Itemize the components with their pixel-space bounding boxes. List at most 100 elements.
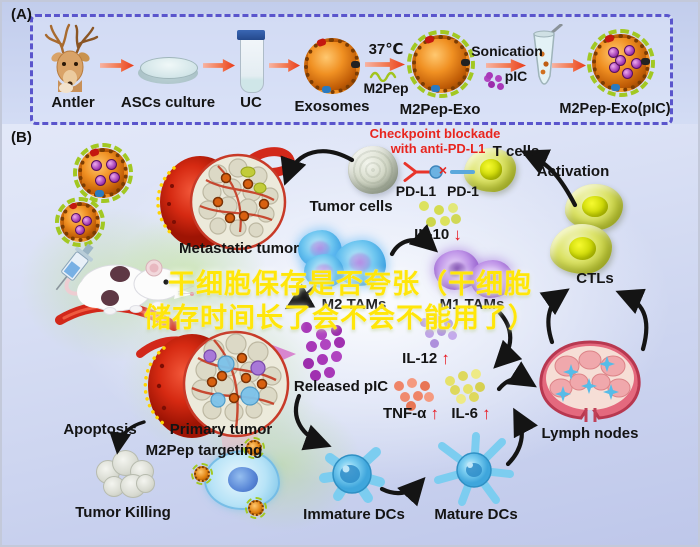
label-primary-tumor: Primary tumor	[169, 421, 273, 438]
pic-dot	[81, 215, 92, 226]
il10-down-arrow: ↓	[453, 225, 462, 244]
label-tumor-cells: Tumor cells	[309, 198, 393, 215]
membrane-protein-blue	[94, 190, 104, 197]
centrifuge-tube-icon	[240, 38, 264, 93]
label-il12: IL-12 ↑	[402, 349, 450, 368]
mini-exosome-icon	[245, 497, 267, 519]
label-il6: IL-6 ↑	[451, 404, 491, 423]
label-pd-1: PD-1	[447, 183, 479, 199]
ctl-cell-icon	[550, 224, 612, 274]
cytokine-dots-yellow	[419, 201, 429, 211]
label-activation: Activation	[536, 163, 610, 180]
panel-b-label: (B)	[11, 129, 32, 146]
label-t-cells: T cells	[492, 143, 540, 160]
label-apoptosis: Apoptosis	[63, 421, 137, 438]
pic-dot	[608, 47, 619, 58]
cell-nucleus	[227, 466, 258, 493]
pic-dot	[615, 54, 626, 66]
ctl-nucleus	[582, 195, 608, 218]
membrane-protein-black	[351, 61, 360, 69]
mature-dc-icon	[434, 432, 514, 506]
cytokine-dots-yellow2	[445, 376, 455, 386]
m2pep-targeted-cell-icon	[191, 437, 280, 519]
label-pd-l1: PD-L1	[395, 183, 437, 199]
ctl-cell-icon	[565, 184, 623, 230]
watermark-line2: 储存时间长了会不会不能用了）	[144, 303, 536, 333]
blocked-x-icon: ×	[438, 162, 448, 178]
injected-exosome-icon	[73, 143, 133, 203]
membrane-protein-blue	[611, 84, 620, 91]
m2pep-exosome-pic-icon	[587, 29, 655, 97]
mini-exosome-icon	[191, 463, 213, 485]
label-tnf-alpha: TNF-α ↑	[382, 404, 440, 423]
membrane-protein-red	[88, 147, 100, 158]
membrane-protein-red	[68, 201, 78, 211]
ctl-nucleus	[568, 237, 596, 260]
tnfa-up-arrow: ↑	[430, 404, 440, 423]
label-immature-dcs: Immature DCs	[303, 506, 405, 523]
label-m2pep: M2Pep	[363, 80, 409, 96]
label-m2pep-exo-pic: M2Pep-Exo(pIC)	[559, 101, 671, 117]
watermark-line1: 干细胞保存是否夸张（干细胞	[168, 269, 532, 299]
tumor-cell-icon	[348, 146, 398, 194]
lymph-node-icon	[539, 340, 641, 422]
label-m2-tams: M2 TAMs	[321, 296, 387, 313]
injected-exosome-icon	[55, 197, 105, 247]
label-m1-tams: M1 TAMs	[439, 296, 505, 313]
label-released-pic: Released pIC	[293, 378, 389, 395]
label-antler: Antler	[51, 94, 95, 111]
m2pep-exosome-icon	[407, 30, 475, 98]
label-m2pep-targeting: M2Pep targeting	[145, 442, 263, 459]
released-pic-dots	[301, 322, 312, 333]
label-pic: pIC	[504, 68, 528, 84]
membrane-protein-blue	[322, 86, 332, 93]
label-checkpoint-line1: Checkpoint blockade	[369, 126, 501, 141]
membrane-protein-black	[461, 59, 470, 66]
exosome-icon	[304, 37, 360, 94]
membrane-protein-red	[424, 34, 435, 45]
pic-dot	[71, 213, 82, 224]
centrifuge-tube-cap	[237, 30, 265, 40]
label-il10: IL-10 ↓	[414, 225, 462, 244]
pic-dot	[105, 158, 117, 170]
m2pep-peptide-icon	[369, 71, 397, 82]
membrane-protein-red	[315, 37, 327, 48]
membrane-protein-red	[604, 33, 615, 44]
label-metastatic-tumor: Metastatic tumor	[178, 240, 300, 257]
pic-dot	[108, 172, 120, 184]
pic-dot	[91, 160, 103, 172]
il6-up-arrow: ↑	[482, 404, 491, 423]
membrane-protein-black	[641, 58, 650, 65]
immature-dc-icon	[319, 447, 385, 503]
label-m2pep-exo: M2Pep-Exo	[399, 101, 481, 118]
label-ctls: CTLs	[576, 270, 614, 287]
label-tumor-killing: Tumor Killing	[75, 504, 171, 521]
mini-exosome-icon	[243, 437, 265, 459]
petri-dish-lid	[140, 57, 198, 79]
label-lymph-nodes: Lymph nodes	[541, 425, 639, 442]
pic-dot	[623, 44, 635, 56]
label-exosomes: Exosomes	[294, 98, 370, 115]
pic-dot	[609, 62, 620, 73]
pic-dot	[74, 224, 85, 235]
m2-tam-cell-icon	[304, 254, 344, 288]
pic-dot	[622, 68, 633, 79]
deer-antler-icon	[44, 23, 99, 93]
m1-tam-cell-icon	[470, 260, 514, 298]
il12-up-arrow: ↑	[441, 349, 450, 368]
pic-dot	[94, 174, 106, 186]
syringe-icon	[55, 243, 94, 291]
metastatic-tumor-icon	[156, 147, 295, 251]
panel-a-label: (A)	[11, 6, 32, 23]
membrane-protein-blue	[431, 85, 440, 92]
label-checkpoint-line2: with anti-PD-L1	[390, 141, 486, 156]
label-mature-dcs: Mature DCs	[434, 506, 518, 523]
pic-cluster-icon	[486, 72, 493, 79]
cytokine-dots-orange	[394, 381, 404, 391]
sonication-tube-icon	[533, 24, 563, 85]
t-cell-nucleus	[479, 159, 503, 180]
label-temperature: 37℃	[368, 41, 404, 58]
label-sonication: Sonication	[471, 43, 543, 59]
label-uc: UC	[240, 94, 262, 111]
